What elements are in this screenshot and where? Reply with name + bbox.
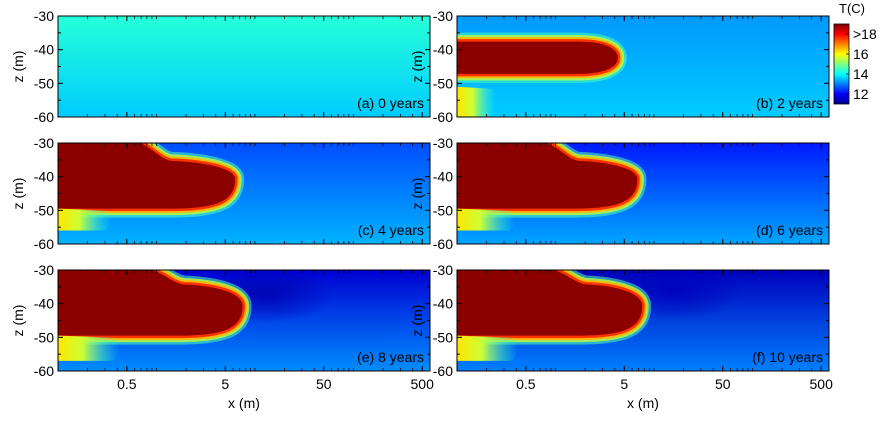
y-tick-label: -40 xyxy=(34,169,54,185)
y-tick-label: -50 xyxy=(34,202,54,218)
hot-plume xyxy=(58,270,243,336)
hot-plume xyxy=(457,270,643,336)
panel-a: -30 -40 -50 -60 z (m) (a) 0 years xyxy=(10,8,431,125)
x-tick-label: 0.5 xyxy=(117,376,137,392)
y-tick-label: -50 xyxy=(433,329,453,345)
warm-tail xyxy=(457,335,519,361)
panel-e: -30 -40 -50 -60 z (m) 0.5 5 50 500 x (m) (e) 8 yea… xyxy=(10,262,434,411)
hot-plume xyxy=(58,143,236,209)
warm-tail xyxy=(58,208,112,231)
panel-c: -30 -40 -50 -60 z (m) (c) 4 years xyxy=(10,135,431,252)
panel-f: -30 -40 -50 -60 z (m) 0.5 5 50 500 x (m) (f) 10 ye… xyxy=(409,262,834,411)
y-axis-label: z (m) xyxy=(10,178,26,210)
y-tick-label: -40 xyxy=(433,296,453,312)
panels-group: -30 -40 -50 -60 z (m) (a) 0 years -30 -40 -50 -60… xyxy=(10,8,833,411)
panel-field xyxy=(457,270,829,371)
panel-b: -30 -40 -50 -60 z (m) (b) 2 years xyxy=(409,8,830,125)
y-tick-label: -50 xyxy=(433,202,453,218)
y-tick-label: -40 xyxy=(433,169,453,185)
x-tick-label: 5 xyxy=(221,376,229,392)
x-tick-label: 5 xyxy=(620,376,628,392)
panel-field xyxy=(58,270,430,371)
y-tick-label: -60 xyxy=(34,236,54,252)
y-tick-label: -40 xyxy=(433,42,453,58)
y-tick-label: -30 xyxy=(34,262,54,278)
warm-tail xyxy=(58,335,120,361)
hot-plume xyxy=(457,143,638,209)
background-field xyxy=(58,16,430,117)
y-tick-label: -30 xyxy=(34,135,54,151)
warm-tail xyxy=(457,208,516,231)
y-tick-label: -30 xyxy=(34,8,54,24)
panel-label: (c) 4 years xyxy=(358,222,424,238)
x-tick-label: 50 xyxy=(715,376,731,392)
y-axis-label: z (m) xyxy=(409,305,425,337)
y-tick-label: -60 xyxy=(433,236,453,252)
x-axis-label: x (m) xyxy=(627,395,659,411)
y-tick-label: -50 xyxy=(34,75,54,91)
colorbar-tick-label: 12 xyxy=(853,86,869,102)
y-tick-label: -40 xyxy=(34,42,54,58)
y-tick-label: -30 xyxy=(433,135,453,151)
panel-label: (a) 0 years xyxy=(357,95,424,111)
colorbar-top-label: >18 xyxy=(853,26,877,42)
y-tick-label: -50 xyxy=(433,75,453,91)
y-tick-label: -60 xyxy=(34,109,54,125)
colorbar-tick-label: 16 xyxy=(853,46,869,62)
plume-edge xyxy=(58,143,238,212)
y-tick-label: -60 xyxy=(433,363,453,379)
x-tick-label: 50 xyxy=(316,376,332,392)
x-tick-label: 0.5 xyxy=(516,376,536,392)
panel-label: (d) 6 years xyxy=(756,222,823,238)
y-axis-label: z (m) xyxy=(10,305,26,337)
colorbar-ramp xyxy=(833,23,850,105)
y-tick-label: -60 xyxy=(433,109,453,125)
panel-label: (b) 2 years xyxy=(756,95,823,111)
y-tick-label: -30 xyxy=(433,8,453,24)
panel-field xyxy=(457,143,829,244)
y-axis-label: z (m) xyxy=(409,51,425,83)
y-tick-label: -40 xyxy=(34,296,54,312)
colorbar-tick-label: 14 xyxy=(853,66,869,82)
panel-label: (e) 8 years xyxy=(357,349,424,365)
y-axis-label: z (m) xyxy=(409,178,425,210)
y-axis-label: z (m) xyxy=(10,51,26,83)
hot-plume xyxy=(457,41,618,74)
panel-field xyxy=(58,143,430,244)
y-tick-label: -60 xyxy=(34,363,54,379)
panel-field xyxy=(457,16,829,117)
y-tick-label: -30 xyxy=(433,262,453,278)
panel-field xyxy=(58,16,430,117)
colorbar-title: T(C) xyxy=(839,1,865,16)
panel-d: -30 -40 -50 -60 z (m) (d) 6 years xyxy=(409,135,830,252)
x-axis-label: x (m) xyxy=(228,395,260,411)
warm-tail xyxy=(457,86,497,117)
colorbar: T(C) 12 14 16 >18 xyxy=(833,1,877,105)
x-tick-label: 500 xyxy=(411,376,435,392)
x-tick-label: 500 xyxy=(810,376,834,392)
y-tick-label: -50 xyxy=(34,329,54,345)
panel-label: (f) 10 years xyxy=(752,349,823,365)
